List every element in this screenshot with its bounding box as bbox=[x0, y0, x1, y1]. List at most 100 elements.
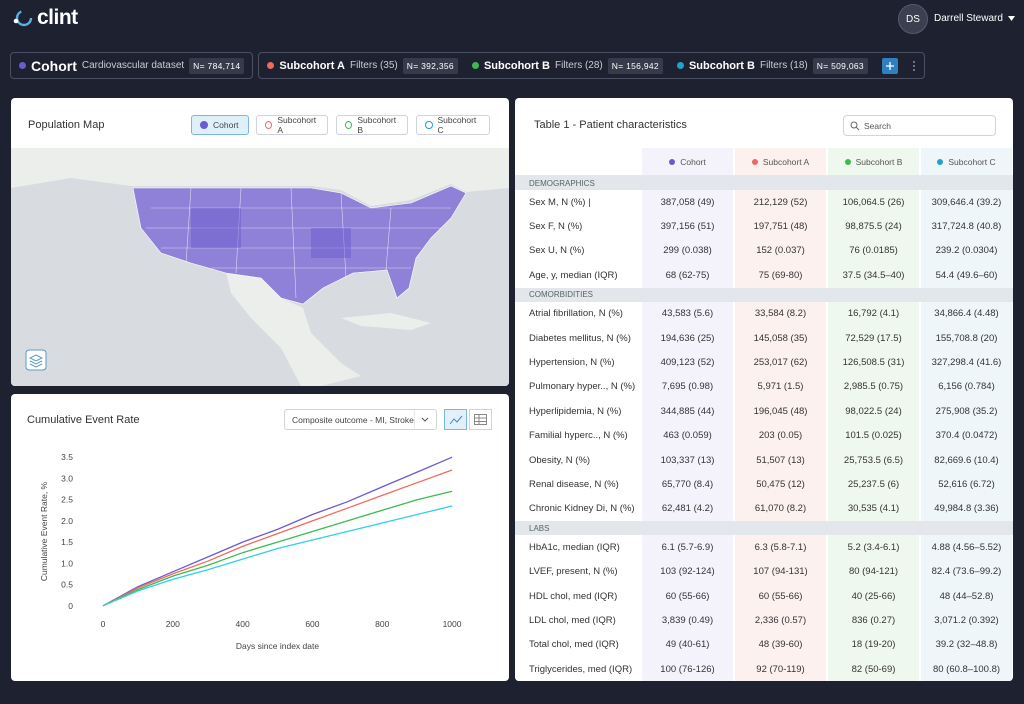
table-panel: Table 1 - Patient characteristics Search… bbox=[515, 98, 1013, 681]
add-icon bbox=[885, 61, 894, 70]
search-placeholder: Search bbox=[864, 120, 891, 131]
avatar[interactable]: DS bbox=[898, 4, 928, 34]
map-toggle[interactable]: Subcohort A bbox=[256, 115, 328, 135]
value-cell: 75 (69-80) bbox=[733, 263, 826, 288]
toggle-label: Cohort bbox=[213, 120, 239, 130]
value-cell: 25,237.5 (6) bbox=[826, 472, 919, 497]
value-cell: 82,669.6 (10.4) bbox=[919, 447, 1012, 473]
column-name: Subcohort B bbox=[855, 156, 903, 167]
table-row: Renal disease, N (%) 65,770 (8.4) 50,475 (… bbox=[515, 472, 1013, 497]
cohort-count: N= 156,942 bbox=[607, 57, 663, 74]
cohort-item[interactable]: Subcohort A Filters (35) N= 392,356 bbox=[267, 57, 458, 74]
value-cell: 65,770 (8.4) bbox=[640, 472, 733, 497]
value-cell: 43,583 (5.6) bbox=[640, 301, 733, 326]
line-view-button[interactable] bbox=[444, 409, 467, 430]
outcome-dropdown[interactable]: Composite outcome - MI, Stroke bbox=[284, 409, 437, 430]
header-cell: Subcohort C bbox=[919, 148, 1012, 175]
x-tick-label: 400 bbox=[236, 619, 250, 629]
value-cell: 61,070 (8.2) bbox=[733, 496, 826, 522]
row-label: Sex F, N (%) bbox=[515, 214, 640, 239]
user-menu[interactable]: Darrell Steward bbox=[934, 13, 1015, 24]
more-button[interactable] bbox=[912, 60, 916, 72]
value-cell: 33,584 (8.2) bbox=[733, 301, 826, 326]
map[interactable] bbox=[11, 148, 509, 386]
y-tick-label: 1.5 bbox=[61, 537, 73, 547]
value-cell: 397,156 (51) bbox=[640, 214, 733, 239]
x-tick-label: 0 bbox=[101, 619, 106, 629]
value-cell: 25,753.5 (6.5) bbox=[826, 447, 919, 473]
value-cell: 3,071.2 (0.392) bbox=[919, 608, 1012, 633]
value-cell: 107 (94-131) bbox=[733, 559, 826, 584]
x-tick-label: 200 bbox=[166, 619, 180, 629]
table-row: Pulmonary hyper.., N (%) 7,695 (0.98) 5,97… bbox=[515, 374, 1013, 400]
value-cell: 409,123 (52) bbox=[640, 350, 733, 375]
cohort-item[interactable]: Subcohort B Filters (28) N= 156,942 bbox=[471, 57, 663, 74]
value-cell: 60 (55-66) bbox=[733, 583, 826, 609]
cohort-item[interactable]: Subcohort B Filters (18) N= 509,063 bbox=[676, 57, 868, 74]
cohort-dot bbox=[19, 62, 26, 69]
value-cell: 3,839 (0.49) bbox=[640, 608, 733, 633]
table-row: HDL chol, med (IQR) 60 (55-66) 60 (55-66) 4… bbox=[515, 583, 1013, 609]
row-label: Age, y, median (IQR) bbox=[515, 263, 640, 288]
characteristics-table: Cohort Subcohort A Subcohort B Subcohort C D… bbox=[515, 148, 1013, 681]
y-tick-label: 0.5 bbox=[61, 580, 73, 590]
header-cell bbox=[515, 148, 640, 175]
table-row: HbA1c, median (IQR) 6.1 (5.7-6.9) 6.3 (5.8… bbox=[515, 535, 1013, 560]
value-cell: 72,529 (17.5) bbox=[826, 325, 919, 351]
land-north bbox=[11, 148, 509, 206]
value-cell: 62,481 (4.2) bbox=[640, 496, 733, 522]
header-cell: Subcohort A bbox=[733, 148, 826, 175]
row-label: Chronic Kidney Di, N (%) bbox=[515, 496, 640, 522]
y-tick-label: 1.0 bbox=[61, 558, 73, 568]
row-label: Hypertension, N (%) bbox=[515, 350, 640, 375]
value-cell: 54.4 (49.6–60) bbox=[919, 263, 1012, 288]
column-dot bbox=[937, 158, 944, 165]
value-cell: 51,507 (13) bbox=[733, 447, 826, 473]
y-axis-label: Cumulative Event Rate, % bbox=[39, 481, 49, 581]
map-toggle[interactable]: Cohort bbox=[191, 115, 249, 135]
series-line bbox=[102, 490, 453, 607]
x-tick-label: 800 bbox=[375, 619, 389, 629]
value-cell: 463 (0.059) bbox=[640, 423, 733, 448]
row-label: Renal disease, N (%) bbox=[515, 472, 640, 497]
cohort-name: Cohort bbox=[31, 57, 77, 74]
value-cell: 6,156 (0.784) bbox=[919, 374, 1012, 400]
table-row: Sex M, N (%) | 387,058 (49) 212,129 (52) 10… bbox=[515, 190, 1013, 215]
line-chart: 0 0.5 1.0 1.5 2.0 2.5 3.0 3.5 0 200 400 600 800 1000 D… bbox=[39, 452, 462, 651]
column-name: Subcohort A bbox=[762, 156, 810, 167]
subcohort-group: Subcohort A Filters (35) N= 392,356 Subcoho… bbox=[258, 52, 925, 79]
table-header: Cohort Subcohort A Subcohort B Subcohort C bbox=[515, 148, 1013, 176]
table-row: Diabetes mellitus, N (%) 194,636 (25) 145,… bbox=[515, 325, 1013, 351]
cohort-detail: Filters (35) bbox=[349, 60, 398, 71]
dropdown-caret bbox=[414, 410, 429, 429]
cohort-name: Subcohort B bbox=[483, 59, 550, 72]
map-toggle[interactable]: Subcohort C bbox=[416, 115, 490, 135]
add-cohort-button[interactable] bbox=[881, 57, 898, 74]
map-toggle[interactable]: Subcohort B bbox=[336, 115, 408, 135]
toggle-dot bbox=[425, 121, 433, 129]
value-cell: 18 (19-20) bbox=[826, 632, 919, 658]
series-line bbox=[102, 505, 453, 607]
table-row: Hypertension, N (%) 409,123 (52) 253,017 (… bbox=[515, 350, 1013, 375]
logo[interactable]: clint bbox=[12, 6, 78, 30]
value-cell: 34,866.4 (4.48) bbox=[919, 301, 1012, 326]
value-cell: 40 (25-66) bbox=[826, 583, 919, 609]
value-cell: 145,058 (35) bbox=[733, 325, 826, 351]
value-cell: 68 (62-75) bbox=[640, 263, 733, 288]
value-cell: 49,984.8 (3.36) bbox=[919, 496, 1012, 522]
value-cell: 48 (44–52.8) bbox=[919, 583, 1012, 609]
search-box[interactable]: Search bbox=[843, 115, 996, 136]
value-cell: 152 (0.037) bbox=[733, 238, 826, 264]
cohort-group: Cohort Cardiovascular dataset N= 784,714 bbox=[10, 52, 254, 79]
value-cell: 239.2 (0.0304) bbox=[919, 238, 1012, 264]
cohort-name: Subcohort B bbox=[688, 59, 755, 72]
cohort-item[interactable]: Cohort Cardiovascular dataset N= 784,714 bbox=[19, 57, 245, 74]
line-icon bbox=[449, 415, 463, 425]
header-cell: Cohort bbox=[640, 148, 733, 175]
value-cell: 836 (0.27) bbox=[826, 608, 919, 633]
cohort-name: Subcohort A bbox=[279, 59, 345, 72]
value-cell: 103,337 (13) bbox=[640, 447, 733, 473]
table-row: Age, y, median (IQR) 68 (62-75) 75 (69-80)… bbox=[515, 263, 1013, 288]
toggle-label: Subcohort B bbox=[357, 115, 397, 135]
